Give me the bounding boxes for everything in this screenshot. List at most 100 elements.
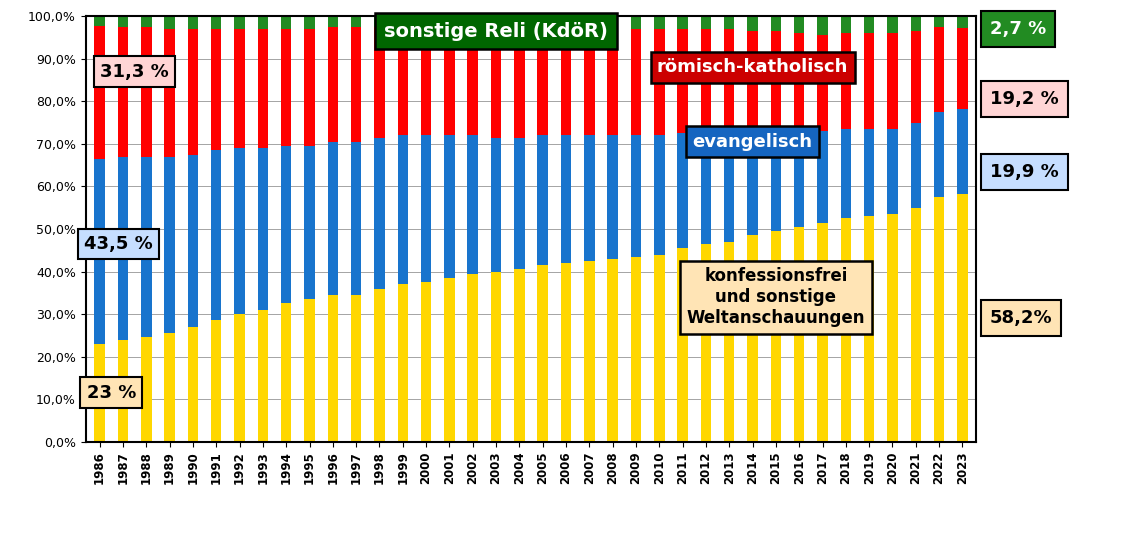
Bar bbox=[164, 157, 175, 333]
Bar bbox=[747, 235, 758, 442]
Bar bbox=[187, 16, 199, 29]
Bar bbox=[258, 29, 268, 148]
Bar bbox=[328, 27, 338, 142]
Bar bbox=[375, 27, 385, 138]
Bar bbox=[794, 33, 804, 133]
Bar bbox=[397, 285, 408, 442]
Bar bbox=[397, 27, 408, 136]
Bar bbox=[375, 288, 385, 442]
Bar bbox=[281, 16, 291, 29]
Bar bbox=[467, 29, 478, 136]
Bar bbox=[328, 16, 338, 27]
Bar bbox=[467, 136, 478, 274]
Bar bbox=[724, 29, 734, 131]
Bar bbox=[467, 274, 478, 442]
Bar bbox=[887, 33, 898, 129]
Text: sonstige Reli (KdöR): sonstige Reli (KdöR) bbox=[384, 22, 608, 41]
Bar bbox=[724, 242, 734, 442]
Bar bbox=[934, 197, 944, 442]
Bar bbox=[328, 295, 338, 442]
Bar bbox=[561, 29, 571, 136]
Bar bbox=[304, 146, 315, 299]
Bar bbox=[444, 278, 455, 442]
Bar bbox=[608, 259, 618, 442]
Bar bbox=[234, 148, 244, 314]
Bar bbox=[863, 129, 875, 216]
Bar bbox=[211, 150, 222, 320]
Bar bbox=[677, 133, 687, 248]
Bar bbox=[771, 31, 781, 131]
Bar bbox=[747, 16, 758, 31]
Text: 58,2%: 58,2% bbox=[990, 309, 1053, 327]
Bar bbox=[608, 29, 618, 136]
Bar bbox=[211, 29, 222, 150]
Bar bbox=[351, 16, 361, 27]
Bar bbox=[841, 16, 851, 33]
Bar bbox=[561, 136, 571, 263]
Bar bbox=[794, 16, 804, 33]
Bar bbox=[211, 320, 222, 442]
Bar bbox=[514, 138, 524, 269]
Bar bbox=[724, 16, 734, 29]
Text: konfessionsfrei
und sonstige
Weltanschauungen: konfessionsfrei und sonstige Weltanschau… bbox=[686, 267, 866, 327]
Bar bbox=[491, 138, 501, 272]
Bar bbox=[584, 29, 595, 136]
Bar bbox=[677, 16, 687, 29]
Bar bbox=[491, 272, 501, 442]
Bar bbox=[304, 16, 315, 29]
Text: 2,7 %: 2,7 % bbox=[990, 20, 1046, 38]
Bar bbox=[234, 29, 244, 148]
Bar bbox=[701, 16, 711, 29]
Bar bbox=[514, 29, 524, 138]
Bar bbox=[561, 16, 571, 29]
Bar bbox=[887, 129, 898, 214]
Bar bbox=[467, 16, 478, 29]
Bar bbox=[444, 136, 455, 278]
Bar bbox=[863, 216, 875, 442]
Bar bbox=[281, 29, 291, 146]
Bar bbox=[677, 248, 687, 442]
Bar bbox=[654, 136, 665, 255]
Bar bbox=[771, 131, 781, 231]
Bar bbox=[608, 16, 618, 29]
Bar bbox=[375, 16, 385, 27]
Bar bbox=[95, 25, 105, 159]
Bar bbox=[747, 131, 758, 235]
Bar bbox=[957, 194, 967, 442]
Bar bbox=[304, 299, 315, 442]
Bar bbox=[140, 338, 152, 442]
Bar bbox=[258, 16, 268, 29]
Bar bbox=[351, 142, 361, 295]
Bar bbox=[234, 314, 244, 442]
Bar bbox=[514, 16, 524, 29]
Bar bbox=[724, 131, 734, 242]
Bar bbox=[630, 29, 641, 136]
Bar bbox=[491, 29, 501, 138]
Text: 23 %: 23 % bbox=[87, 384, 136, 402]
Bar bbox=[538, 16, 548, 29]
Bar bbox=[771, 231, 781, 442]
Bar bbox=[164, 333, 175, 442]
Bar bbox=[258, 148, 268, 310]
Bar bbox=[794, 133, 804, 227]
Bar bbox=[630, 136, 641, 257]
Bar bbox=[561, 263, 571, 442]
Bar bbox=[118, 16, 128, 27]
Bar bbox=[608, 136, 618, 259]
Bar bbox=[654, 16, 665, 29]
Bar bbox=[863, 16, 875, 33]
Bar bbox=[841, 129, 851, 218]
Bar bbox=[818, 35, 828, 131]
Bar bbox=[934, 16, 944, 27]
Bar bbox=[258, 310, 268, 442]
Bar bbox=[584, 16, 595, 29]
Text: evangelisch: evangelisch bbox=[692, 133, 813, 151]
Bar bbox=[514, 269, 524, 442]
Bar bbox=[375, 138, 385, 288]
Bar bbox=[701, 131, 711, 244]
Text: 19,9 %: 19,9 % bbox=[990, 163, 1059, 180]
Bar bbox=[140, 27, 152, 157]
Bar bbox=[118, 340, 128, 442]
Bar bbox=[630, 257, 641, 442]
Bar bbox=[164, 16, 175, 29]
